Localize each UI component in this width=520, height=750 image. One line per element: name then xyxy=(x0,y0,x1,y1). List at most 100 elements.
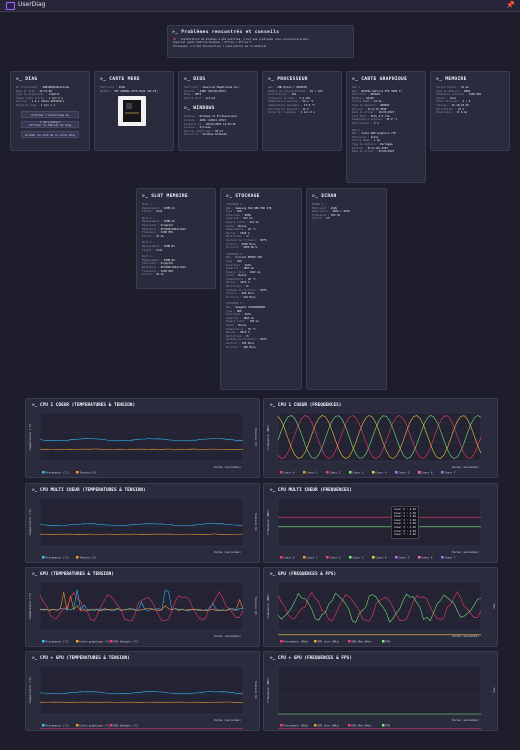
info-row: Licence : Activée xyxy=(179,126,257,130)
info-value: DIMM_B2 xyxy=(163,258,175,262)
y2-axis-label: FPS xyxy=(492,603,496,608)
legend-label[interactable]: Coeur 4 xyxy=(376,470,387,474)
chart-canvas: Température (°C) Tension (V) Durée (second… xyxy=(28,581,258,643)
info-key: Nom : xyxy=(226,256,234,260)
info-value: 33 °C xyxy=(247,327,256,331)
legend-label[interactable]: Coeur 2 xyxy=(330,470,341,474)
legend-label[interactable]: Coeur 5 xyxy=(399,555,410,559)
info-value: x64 xyxy=(291,93,297,97)
diag-action-button[interactable]: Accéder au site de la carte mère xyxy=(21,130,79,138)
block-heading: SLOT 4 : xyxy=(142,255,155,259)
block-heading: STOCKAGE 2 : xyxy=(226,252,245,256)
block-heading: SLOT 1 : xyxy=(142,203,155,206)
info-key: Espace libre : xyxy=(226,320,248,324)
info-key: Version : xyxy=(16,100,31,104)
pin-icon[interactable]: 📌 xyxy=(506,1,515,9)
info-value: 1863 Go xyxy=(243,267,255,271)
info-value: 6900 Mo/s xyxy=(241,242,256,246)
info-row: Canaux : Dual xyxy=(431,97,509,101)
info-value: SSD xyxy=(236,259,242,263)
motherboard-image xyxy=(118,96,146,127)
legend-label[interactable]: Coeur 0 xyxy=(284,470,295,474)
info-row: Écriture : 5000 Mo/s xyxy=(221,246,301,250)
info-value: 03/03/2023 xyxy=(378,150,395,154)
legend-label[interactable]: FPS xyxy=(386,723,391,727)
info-value: TUF GAMING X570-PLUS (WI-FI) xyxy=(114,89,158,93)
info-key: Type de mémoire : xyxy=(436,89,463,93)
info-key: Fabricant : xyxy=(352,93,370,97)
legend-label[interactable]: Carte graphique (°C) xyxy=(80,723,112,727)
screen-card: >_ ECRAN ECRAN 1 : Fabricant : ASUS Résolu… xyxy=(306,188,387,390)
legend-label[interactable]: Tension (V) xyxy=(80,470,98,474)
info-value: NTFS xyxy=(260,338,267,342)
info-value: 20:14:00 xyxy=(39,89,52,93)
info-value: HDD xyxy=(236,309,242,313)
legend-swatch xyxy=(314,724,317,727)
legend-label[interactable]: Coeur 1 xyxy=(307,555,318,559)
legend-label[interactable]: Coeur 0 xyxy=(284,555,295,559)
info-key: Statut : xyxy=(142,210,155,214)
info-key: Taille : xyxy=(142,234,155,238)
legend-label[interactable]: Processeur (°C) xyxy=(46,555,70,559)
info-row: Taille : 16 Go xyxy=(137,235,215,239)
info-value: UEFI xyxy=(194,93,202,97)
diag-action-button[interactable]: Afficher l'historique de l'utilisateur xyxy=(21,110,79,124)
series-line xyxy=(277,415,482,459)
legend-label[interactable]: Coeur 7 xyxy=(445,470,456,474)
legend-label[interactable]: GPU Hotspot (°C) xyxy=(114,723,139,727)
info-key: Lecture : xyxy=(226,242,241,246)
y-axis-label: Température (°C) xyxy=(28,676,32,703)
legend-label[interactable]: Coeur 6 xyxy=(422,555,433,559)
chart-title: >_ GPU (FREQUENCES & FPS) xyxy=(270,572,337,577)
info-key: Fréquence : xyxy=(142,231,160,235)
legend-label[interactable]: GPU Core (MHz) xyxy=(318,639,340,643)
info-row: Version : 1.4.1 (Beta 20230417) xyxy=(11,100,89,104)
plot-area xyxy=(39,665,244,715)
info-value: A6Bs8KQ0dXsksfvw9 xyxy=(42,86,70,89)
legend-label[interactable]: Processeur (MHz) xyxy=(284,723,309,727)
chart-panel: >_ CPU + GPU (TEMPERATURES & TENSION) Tem… xyxy=(25,651,260,731)
legend-swatch xyxy=(280,724,283,727)
legend-label[interactable]: Coeur 7 xyxy=(445,555,456,559)
info-value: 3200 MHz xyxy=(160,231,174,235)
legend-label[interactable]: Processeur (MHz) xyxy=(284,639,309,643)
legend-label[interactable]: Carte graphique (°C) xyxy=(80,639,112,643)
legend-label[interactable]: Processeur (°C) xyxy=(46,470,70,474)
legend-label[interactable]: Coeur 1 xyxy=(307,470,318,474)
legend-label[interactable]: GPU Hotspot (°C) xyxy=(114,639,139,643)
info-key: Date du diag : xyxy=(16,89,38,93)
problems-title: >_ Problèmes rencontrés et conseils xyxy=(172,30,280,35)
legend-label[interactable]: Coeur 3 xyxy=(353,555,364,559)
info-key: Architecture : xyxy=(268,93,290,97)
legend-label[interactable]: Coeur 2 xyxy=(330,555,341,559)
info-row: Slot PCIe : PCIe 4.0 x16 xyxy=(347,115,425,119)
legend-label[interactable]: Coeur 3 xyxy=(353,470,364,474)
legend-label[interactable]: FPS xyxy=(386,639,391,643)
legend-label[interactable]: Coeur 5 xyxy=(399,470,410,474)
chart-title: >_ CPU + GPU (FREQUENCES & FPS) xyxy=(270,656,352,661)
legend-label[interactable]: GPU Mem (MHz) xyxy=(352,639,373,643)
info-value: Bonne xyxy=(238,274,247,278)
legend-label[interactable]: GPU Core (MHz) xyxy=(318,723,340,727)
legend-label[interactable]: Tension (V) xyxy=(80,555,98,559)
diag-action-button[interactable]: Afficher le CMscott de diag xyxy=(21,120,79,128)
legend-label[interactable]: Processeur (°C) xyxy=(46,723,70,727)
info-value: 560 Mo/s xyxy=(241,292,255,296)
info-value: 45 % xyxy=(457,107,465,111)
problems-panel: >_ Problèmes rencontrés et conseils OS :… xyxy=(167,25,354,58)
info-value: 1102 Go xyxy=(249,270,261,274)
legend-label[interactable]: Coeur 6 xyxy=(422,470,433,474)
info-value: Kingston xyxy=(160,223,174,227)
legend-label[interactable]: Processeur (°C) xyxy=(46,639,70,643)
legend-swatch xyxy=(349,471,352,474)
info-key: ID utilisateur : xyxy=(16,86,41,89)
info-key: Emplacement : xyxy=(142,244,163,248)
x-axis-label: Durée (secondes) xyxy=(214,634,241,638)
y-axis-label: Température (°C) xyxy=(28,508,32,535)
info-row: Température moyenne : 45.0 °C xyxy=(347,118,425,122)
info-key: Partitions : xyxy=(226,285,245,289)
info-row: Taille VRAM : 12 Go xyxy=(347,100,425,104)
legend-label[interactable]: GPU Mem (MHz) xyxy=(352,723,373,727)
info-row: Mode : UEFI xyxy=(179,93,257,97)
legend-label[interactable]: Coeur 4 xyxy=(376,555,387,559)
